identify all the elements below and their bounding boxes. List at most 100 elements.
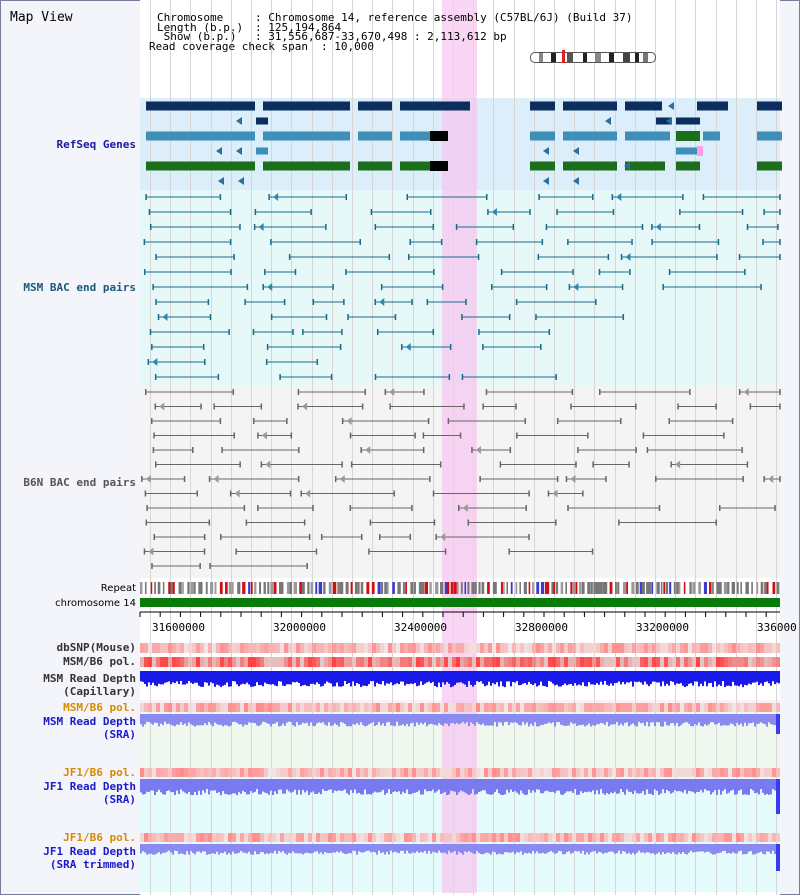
jf1-depth-trimmed-label[interactable]: JF1 Read Depth (SRA trimmed) — [43, 845, 136, 871]
jf1-pol-cell — [768, 768, 772, 777]
jf1-pol2-cell — [476, 833, 480, 842]
msm-sra-depth-bar — [208, 714, 210, 722]
msm-sra-depth-bar — [534, 714, 536, 723]
msm-pol-cell — [168, 657, 172, 667]
b6n-bac-label[interactable]: B6N BAC end pairs — [23, 476, 136, 489]
grid-line — [150, 0, 151, 895]
jf1-trim-depth-bar — [560, 844, 562, 852]
msm-depth-sra-label[interactable]: MSM Read Depth (SRA) — [43, 715, 136, 741]
refseq-label[interactable]: RefSeq Genes — [56, 138, 136, 151]
jf1-pol-cell — [700, 768, 704, 777]
msm-b6-pol-label[interactable]: MSM/B6 pol. — [63, 655, 136, 668]
jf1-sra-depth-bar — [542, 779, 544, 794]
msm-pol-cell — [608, 657, 612, 667]
msm-pol-cell — [252, 657, 256, 667]
repeat-mark — [450, 582, 454, 594]
msm-capillary-depth-bar — [384, 671, 386, 686]
jf1-trim-depth-bar — [348, 844, 350, 854]
msm-capillary-depth-bar — [714, 671, 716, 682]
jf1-trim-depth-bar — [770, 844, 772, 854]
dbsnp-cell — [376, 643, 380, 653]
msm-bac-label[interactable]: MSM BAC end pairs — [23, 281, 136, 294]
msm-capillary-depth-bar — [558, 671, 560, 687]
jf1-trim-depth-bar — [154, 844, 156, 855]
jf1-b6-pol-label-2[interactable]: JF1/B6 pol. — [63, 831, 136, 844]
msm-capillary-depth-bar — [360, 671, 362, 688]
jf1-trim-depth-bar — [752, 844, 754, 855]
dbsnp-cell — [328, 643, 332, 653]
msm-sra-depth-bar — [220, 714, 222, 725]
repeat-mark — [464, 582, 467, 594]
jf1-trim-depth-bar — [196, 844, 198, 852]
repeat-mark — [776, 582, 780, 594]
msm-sra-depth-bar — [290, 714, 292, 723]
repeat-mark — [170, 582, 173, 594]
msm-capillary-depth-bar — [490, 671, 492, 686]
jf1-trim-depth-bar — [502, 844, 504, 855]
msm-pol-cell — [444, 657, 448, 667]
jf1-pol-cell — [340, 768, 344, 777]
jf1-trim-depth-bar — [500, 844, 502, 855]
repeat-mark — [168, 582, 171, 594]
msm-depth-capillary-label[interactable]: MSM Read Depth (Capillary) — [43, 672, 136, 698]
dbsnp-cell — [140, 643, 144, 653]
repeat-mark — [709, 582, 712, 594]
dbsnp-cell — [520, 643, 524, 653]
msm-capillary-depth-bar — [772, 671, 774, 682]
jf1-trim-depth-bar — [610, 844, 612, 852]
jf1-depth-sra-label[interactable]: JF1 Read Depth (SRA) — [43, 780, 136, 806]
msm-capillary-depth-bar — [272, 671, 274, 685]
dbsnp-label[interactable]: dbSNP(Mouse) — [56, 641, 136, 654]
jf1-sra-depth-bar — [398, 779, 400, 792]
msm-capillary-depth-bar — [386, 671, 388, 684]
msm-pol2-cell — [308, 703, 312, 712]
msm-sra-depth-bar — [708, 714, 710, 725]
msm-capillary-depth-bar — [678, 671, 680, 684]
highlight-region[interactable] — [442, 0, 477, 893]
msm-pol-cell — [216, 657, 220, 667]
msm-pol2-cell — [368, 703, 372, 712]
grid-line — [514, 0, 515, 895]
jf1-pol-cell — [524, 768, 528, 777]
msm-sra-depth-bar — [210, 714, 212, 725]
ideogram-band — [551, 53, 556, 62]
ideogram-band — [609, 53, 614, 62]
msm-capillary-depth-bar — [352, 671, 354, 682]
jf1-sra-depth-bar — [148, 779, 150, 793]
ideogram-band — [635, 53, 639, 62]
msm-pol2-cell — [240, 703, 244, 712]
jf1-sra-depth-bar — [644, 779, 646, 795]
msm-sra-depth-bar — [716, 714, 718, 725]
msm-sra-depth-bar — [396, 714, 398, 722]
jf1-trim-depth-bar — [174, 844, 176, 851]
msm-sra-depth-bar — [626, 714, 628, 723]
msm-capillary-depth-bar — [702, 671, 704, 687]
msm-pol2-cell — [736, 703, 740, 712]
msm-capillary-depth-bar — [720, 671, 722, 686]
jf1-trim-depth-bar — [600, 844, 602, 853]
msm-capillary-depth-bar — [556, 671, 558, 685]
jf1-trim-depth-bar — [702, 844, 704, 852]
dbsnp-cell — [260, 643, 264, 653]
jf1-pol-cell — [384, 768, 388, 777]
msm-capillary-depth-bar — [590, 671, 592, 685]
msm-capillary-depth-bar — [690, 671, 692, 684]
msm-pol-cell — [240, 657, 244, 667]
chromosome-ideogram[interactable] — [530, 52, 656, 63]
jf1-pol2-cell — [304, 833, 308, 842]
jf1-sra-depth-bar — [276, 779, 278, 794]
msm-sra-depth-bar — [246, 714, 248, 725]
jf1-b6-pol-label[interactable]: JF1/B6 pol. — [63, 766, 136, 779]
jf1-sra-depth-bar — [696, 779, 698, 792]
repeat-mark — [532, 582, 534, 594]
msm-b6-pol-label-2[interactable]: MSM/B6 pol. — [63, 701, 136, 714]
jf1-trim-depth-bar — [462, 844, 464, 855]
msm-capillary-depth-bar — [300, 671, 302, 687]
msm-capillary-depth-bar — [160, 671, 162, 685]
msm-sra-depth-bar — [466, 714, 468, 722]
msm-capillary-depth-bar — [742, 671, 744, 688]
msm-capillary-depth-bar — [514, 671, 516, 683]
jf1-trim-depth-bar — [370, 844, 372, 853]
jf1-pol-cell — [472, 768, 476, 777]
repeat-mark — [716, 582, 720, 594]
